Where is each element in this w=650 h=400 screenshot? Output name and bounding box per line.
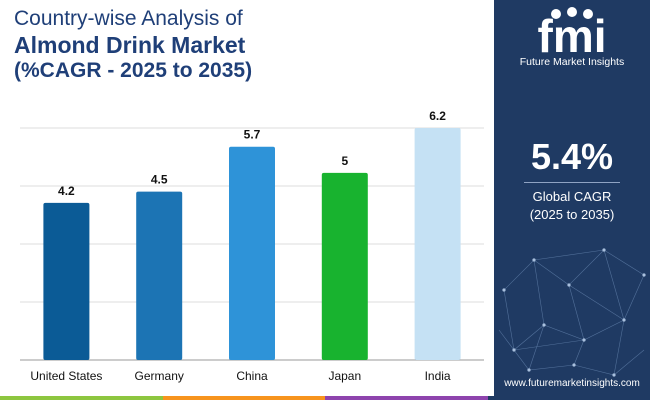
stripe-segment xyxy=(0,396,163,400)
website-url: www.futuremarketinsights.com xyxy=(504,378,640,389)
value-labels: 4.2 4.5 5.7 5 6.2 xyxy=(58,109,446,198)
stripe-segment xyxy=(487,396,650,400)
kpi-label-line-2: (2025 to 2035) xyxy=(529,207,615,222)
logo-letters: fmi xyxy=(538,10,607,62)
global-cagr-value: 5.4% xyxy=(530,136,614,177)
category-label: Japan xyxy=(328,369,361,383)
data-label: 4.2 xyxy=(58,184,75,198)
bar xyxy=(43,202,90,360)
title-line-1: Country-wise Analysis of xyxy=(14,7,243,30)
bar xyxy=(229,146,275,360)
bar xyxy=(136,191,183,360)
bars xyxy=(43,128,461,360)
logo-dot-icon xyxy=(567,7,577,17)
chart-header: Country-wise Analysis of Almond Drink Ma… xyxy=(14,6,252,84)
chart-title: Almond Drink Market xyxy=(14,32,246,58)
bar xyxy=(321,172,368,360)
data-label: 6.2 xyxy=(429,109,446,123)
fmi-logo: fmi xyxy=(538,7,607,62)
bar xyxy=(414,128,461,360)
data-label: 4.5 xyxy=(151,173,168,187)
kpi-divider xyxy=(524,182,620,183)
logo-dot-icon xyxy=(551,9,561,19)
chart-subtitle: (%CAGR - 2025 to 2035) xyxy=(14,59,253,82)
stripe-segment xyxy=(325,396,488,400)
bar-chart: 4.2 4.5 5.7 5 6.2 United States Germany China J… xyxy=(20,109,484,383)
category-label: China xyxy=(236,369,268,383)
stripe-segment xyxy=(162,396,325,400)
data-label: 5 xyxy=(341,154,348,168)
category-labels: United States Germany China Japan India xyxy=(30,369,451,383)
summary-panel: fmi Future Market Insights 5.4% Global C… xyxy=(494,0,650,400)
brand-name: Future Market Insights xyxy=(519,56,625,68)
category-label: United States xyxy=(30,369,102,383)
global-cagr-label: Global CAGR (2025 to 2035) xyxy=(494,188,650,224)
category-label: Germany xyxy=(135,369,184,383)
network-decoration xyxy=(498,248,646,377)
kpi-label-line-1: Global CAGR xyxy=(532,189,612,204)
logo-dot-icon xyxy=(583,9,593,19)
data-label: 5.7 xyxy=(244,128,261,142)
category-label: India xyxy=(425,369,451,383)
bottom-color-stripe xyxy=(0,396,650,400)
